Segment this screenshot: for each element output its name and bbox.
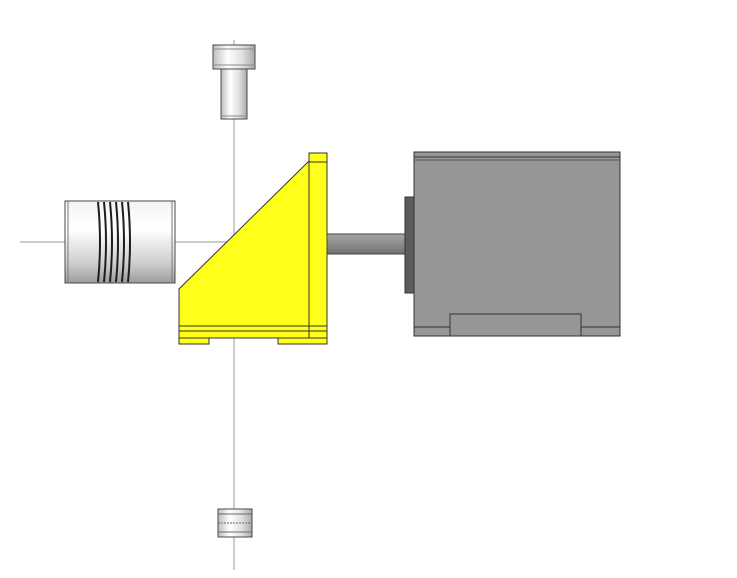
cap-screw — [212, 44, 256, 120]
motor-mounting-bracket — [178, 152, 328, 345]
nut — [217, 508, 253, 538]
motor-shaft — [326, 233, 408, 255]
flexible-shaft-coupling — [64, 200, 176, 284]
motor-body — [404, 151, 621, 337]
